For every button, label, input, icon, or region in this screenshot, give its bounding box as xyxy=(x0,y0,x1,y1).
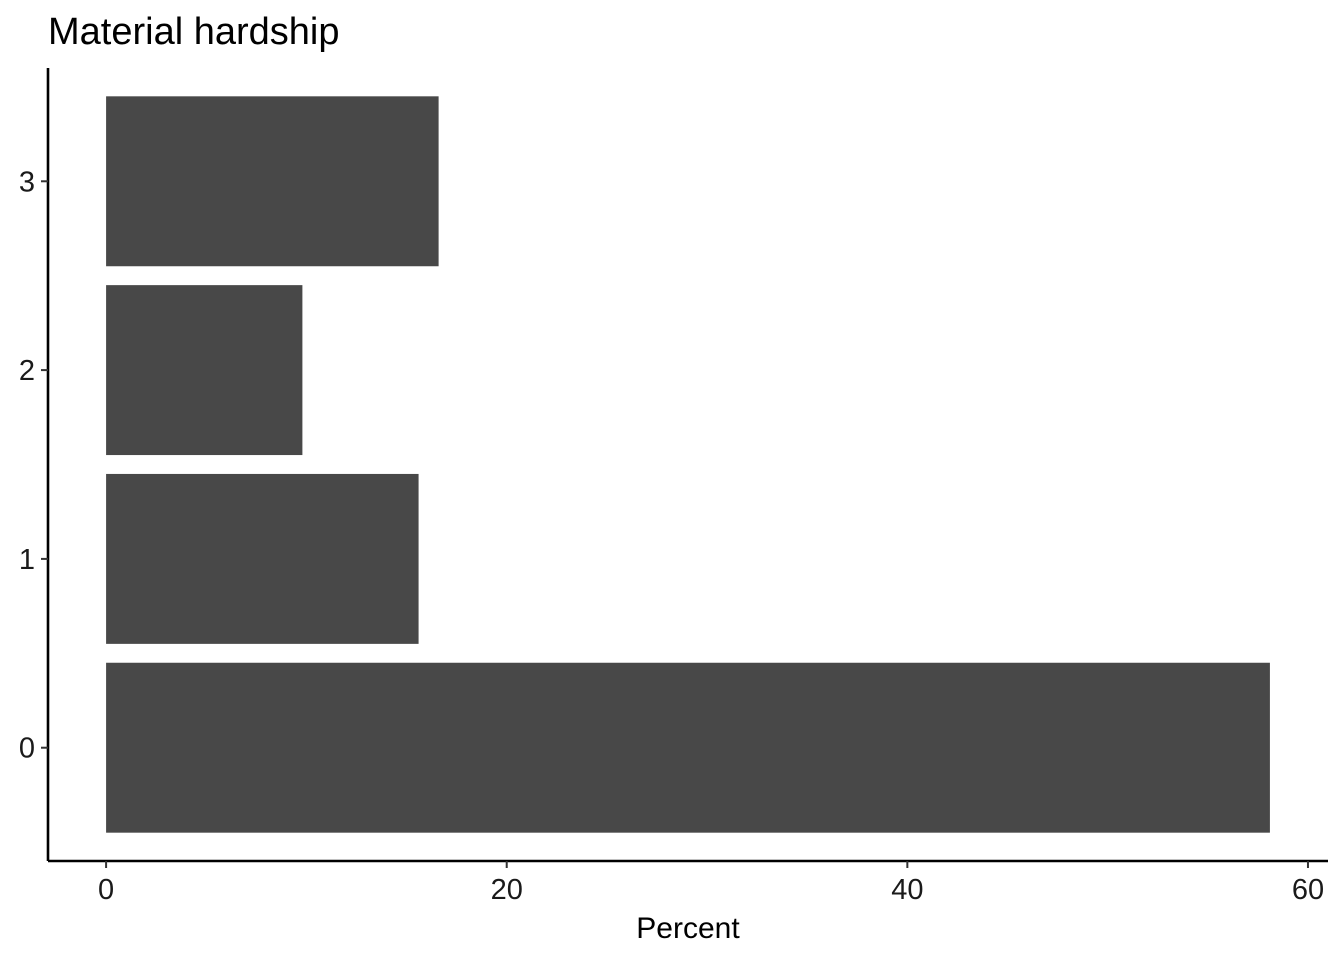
x-tick-label-20: 20 xyxy=(491,874,523,906)
y-axis: 0 1 2 3 xyxy=(19,68,50,861)
x-axis: 0 20 40 60 xyxy=(48,859,1328,906)
x-tick-label-40: 40 xyxy=(891,874,923,906)
x-tick-label-0: 0 xyxy=(98,874,114,906)
y-tick-label-2: 2 xyxy=(19,355,35,387)
chart-title: Material hardship xyxy=(48,11,339,53)
bar-0 xyxy=(106,662,1270,833)
y-tick-label-3: 3 xyxy=(19,166,35,198)
y-tick-label-0: 0 xyxy=(19,733,35,765)
y-tick-label-1: 1 xyxy=(19,544,35,576)
bars-layer xyxy=(106,96,1270,833)
bar-1 xyxy=(106,473,419,644)
bar-3 xyxy=(106,96,439,267)
x-axis-label: Percent xyxy=(636,912,740,945)
bar-2 xyxy=(106,285,303,456)
x-tick-label-60: 60 xyxy=(1292,874,1324,906)
